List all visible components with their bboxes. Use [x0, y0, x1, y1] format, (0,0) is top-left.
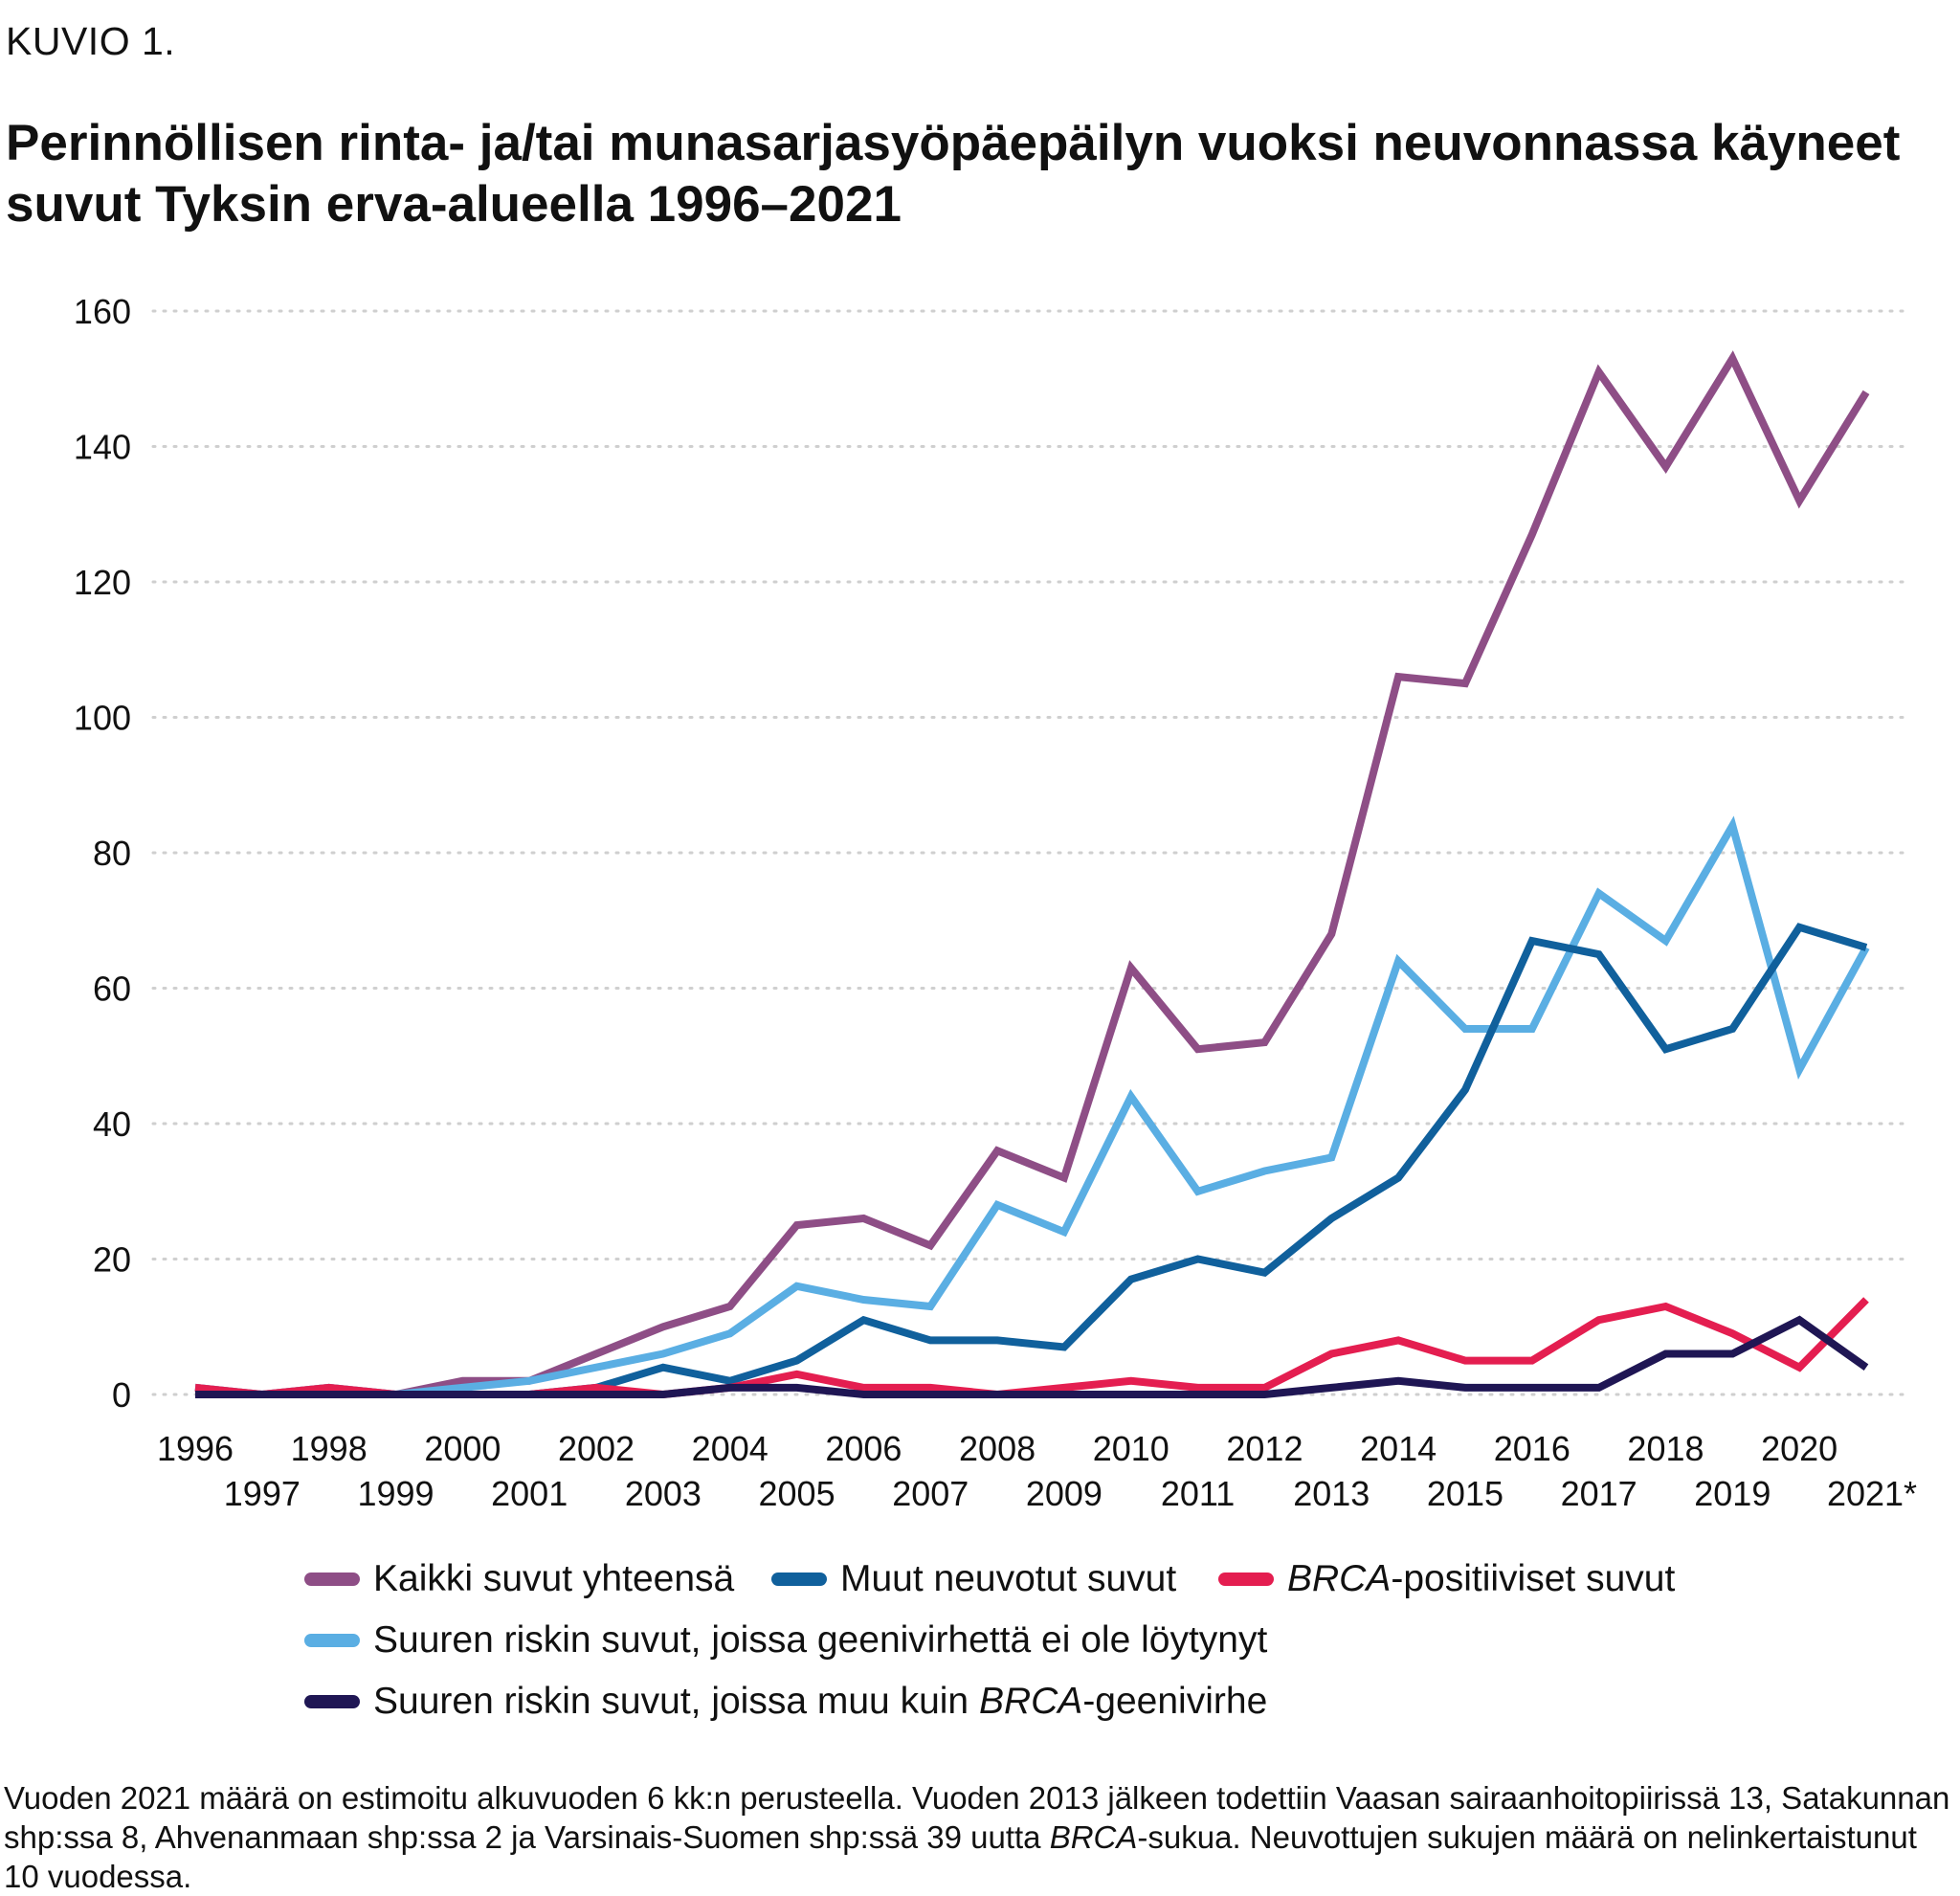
chart-title: Perinnöllisen rinta- ja/tai munasarjasyö…: [6, 115, 1901, 233]
x-tick-label: 2006: [825, 1429, 902, 1468]
y-tick-label: 20: [93, 1240, 131, 1280]
y-tick-label: 0: [112, 1375, 131, 1415]
x-tick-label: 2009: [1026, 1474, 1102, 1513]
legend-label-muu-geenivirhe: Suuren riskin suvut, joissa muu kuin BRC…: [373, 1681, 1267, 1723]
y-tick-label: 80: [93, 834, 131, 873]
x-tick-label: 1998: [291, 1429, 368, 1468]
legend-label-kaikki: Kaikki suvut yhteensä: [373, 1558, 735, 1599]
legend-label-muu-geenivirhe-pre: Suuren riskin suvut, joissa muu kuin: [373, 1681, 979, 1722]
legend-swatch-ei-loytynyt: [304, 1634, 360, 1647]
legend-label-muu-geenivirhe-italic: BRCA: [978, 1681, 1083, 1722]
line-chart: 0 20 40 60 80 100 120 140 160 1996 1997 1998 1999 20…: [74, 292, 1917, 1513]
legend-label-brca-rest: -positiiviset suvut: [1391, 1558, 1676, 1599]
x-tick-label: 2015: [1427, 1474, 1503, 1513]
x-tick-label: 2018: [1627, 1429, 1704, 1468]
legend-label-brca-italic: BRCA: [1287, 1558, 1392, 1599]
footnote-part1: Vuoden 2021 määrä on estimoitu alkuvuode…: [4, 1780, 1950, 1855]
legend-swatch-muut: [771, 1573, 827, 1586]
x-tick-label: 2002: [558, 1429, 635, 1468]
x-tick-label: 1997: [224, 1474, 301, 1513]
x-tick-label: 2021*: [1827, 1474, 1917, 1513]
legend-item-muut: Muut neuvotut suvut: [771, 1558, 1176, 1600]
x-tick-label: 2010: [1093, 1429, 1169, 1468]
x-tick-label: 2017: [1561, 1474, 1637, 1513]
x-tick-label: 2012: [1226, 1429, 1303, 1468]
footnote: Vuoden 2021 määrä on estimoitu alkuvuode…: [4, 1778, 1951, 1896]
x-tick-label: 2004: [692, 1429, 768, 1468]
gridlines: [151, 309, 1906, 1396]
y-tick-label: 40: [93, 1104, 131, 1144]
legend-item-kaikki: Kaikki suvut yhteensä: [304, 1558, 734, 1600]
x-axis-ticks: 1996 1997 1998 1999 2000 2001 2002 2003 2004 2005…: [157, 1429, 1917, 1513]
series-line-ei-loytynyt: [194, 815, 1870, 1399]
x-tick-label: 2020: [1761, 1429, 1838, 1468]
legend-swatch-kaikki: [304, 1573, 360, 1586]
x-tick-label: 2016: [1494, 1429, 1570, 1468]
x-tick-label: 2007: [892, 1474, 969, 1513]
legend-swatch-muu-geenivirhe: [304, 1695, 360, 1708]
x-tick-label: 2014: [1360, 1429, 1437, 1468]
legend-item-brca: BRCA-positiiviset suvut: [1218, 1558, 1675, 1600]
legend-label-muu-geenivirhe-post: -geenivirhe: [1082, 1681, 1268, 1722]
legend-label-brca: BRCA-positiiviset suvut: [1287, 1558, 1675, 1600]
y-tick-label: 160: [74, 292, 131, 331]
x-tick-label: 2005: [759, 1474, 835, 1513]
x-tick-label: 2001: [491, 1474, 568, 1513]
y-tick-label: 120: [74, 563, 131, 602]
y-tick-label: 100: [74, 699, 131, 738]
series-lines: [194, 350, 1870, 1399]
x-tick-label: 2019: [1694, 1474, 1771, 1513]
series-line-kaikki: [194, 350, 1870, 1399]
x-tick-label: 2000: [424, 1429, 501, 1468]
legend-label-muut: Muut neuvotut suvut: [840, 1558, 1177, 1599]
x-tick-label: 2003: [625, 1474, 702, 1513]
legend-item-ei-loytynyt: Suuren riskin suvut, joissa geenivirhett…: [304, 1619, 1267, 1662]
y-tick-label: 60: [93, 970, 131, 1009]
x-tick-label: 2013: [1293, 1474, 1370, 1513]
x-tick-label: 2011: [1161, 1474, 1235, 1513]
legend-swatch-brca: [1218, 1573, 1274, 1586]
x-tick-label: 2008: [959, 1429, 1036, 1468]
series-line-muu-geenivirhe: [195, 1315, 1869, 1398]
y-axis-ticks: 0 20 40 60 80 100 120 140 160: [74, 292, 131, 1415]
legend-item-muu-geenivirhe: Suuren riskin suvut, joissa muu kuin BRC…: [304, 1681, 1267, 1723]
x-tick-label: 1999: [357, 1474, 434, 1513]
y-tick-label: 140: [74, 428, 131, 467]
footnote-italic: BRCA: [1049, 1819, 1138, 1855]
x-tick-label: 1996: [157, 1429, 234, 1468]
figure-label: KUVIO 1.: [6, 19, 176, 63]
legend-label-ei-loytynyt: Suuren riskin suvut, joissa geenivirhett…: [373, 1619, 1268, 1661]
